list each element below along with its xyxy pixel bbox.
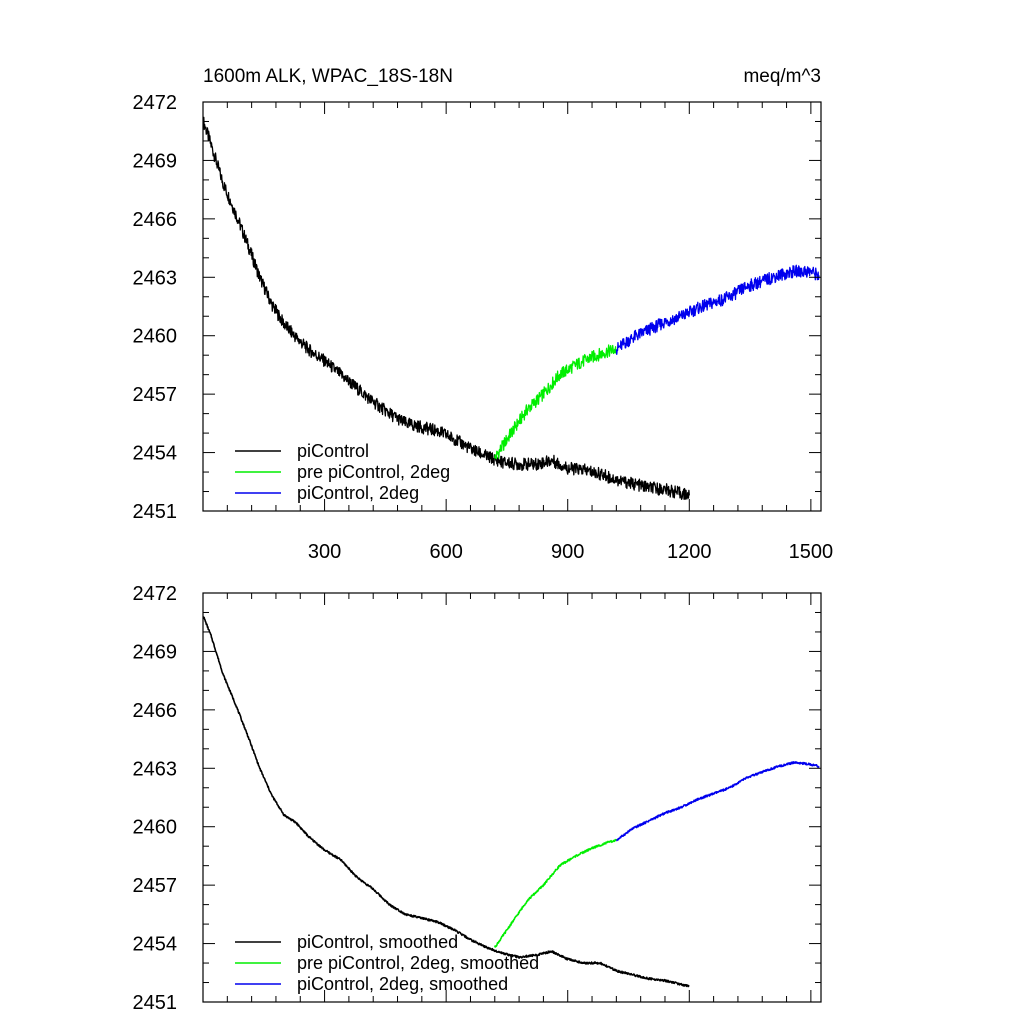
legend-label: pre piControl, 2deg <box>297 462 450 482</box>
x-tick-label: 900 <box>551 541 584 563</box>
series-line-1 <box>494 838 618 948</box>
series-line-2 <box>615 761 820 842</box>
y-tick-label: 2460 <box>133 326 178 348</box>
x-tick-label: 600 <box>429 541 462 563</box>
y-tick-label: 2454 <box>133 934 178 956</box>
series-line-0 <box>202 616 690 988</box>
series-layer <box>202 116 820 500</box>
y-tick-label: 2469 <box>133 150 178 172</box>
bottom-panel: 2451 2454 2457 2460 2463 2466 2469 2472 piContr… <box>133 583 822 1014</box>
tick-layer: 2451 2454 2457 2460 2463 2466 2469 2472 300 600 90… <box>133 92 834 563</box>
legend-label: piControl, 2deg, smoothed <box>297 974 508 994</box>
y-tick-label: 2463 <box>133 267 178 289</box>
units-label: meq/m^3 <box>743 66 821 87</box>
plot-frame <box>202 101 822 512</box>
tick-layer: 2451 2454 2457 2460 2463 2466 2469 2472 <box>133 583 821 1014</box>
y-tick-label: 2466 <box>133 209 178 231</box>
top-panel: 1600m ALK, WPAC_18S-18N meq/m^3 2451 2454… <box>133 66 834 563</box>
y-tick-label: 2451 <box>133 992 178 1014</box>
legend-label: piControl, 2deg <box>297 483 419 503</box>
y-tick-label: 2457 <box>133 875 178 897</box>
legend-label: pre piControl, 2deg, smoothed <box>297 953 539 973</box>
series-line-2 <box>615 264 820 356</box>
y-tick-label: 2457 <box>133 384 178 406</box>
series-line-0 <box>202 116 690 500</box>
x-tick-label: 1200 <box>667 541 712 563</box>
y-tick-label: 2463 <box>133 758 178 780</box>
series-line-1 <box>494 344 617 460</box>
y-tick-label: 2460 <box>133 817 178 839</box>
x-tick-label: 300 <box>308 541 341 563</box>
y-tick-label: 2472 <box>133 92 178 114</box>
axes-frame-layer <box>202 101 822 512</box>
series-layer <box>202 616 820 988</box>
plot-frame <box>202 592 822 1003</box>
chart-title: 1600m ALK, WPAC_18S-18N <box>203 66 453 87</box>
y-tick-label: 2472 <box>133 583 178 605</box>
y-tick-label: 2466 <box>133 700 178 722</box>
y-tick-label: 2469 <box>133 641 178 663</box>
y-tick-label: 2454 <box>133 443 178 465</box>
legend-label: piControl <box>297 441 369 461</box>
y-tick-label: 2451 <box>133 501 178 523</box>
x-tick-label: 1500 <box>789 541 834 563</box>
legend-label: piControl, smoothed <box>297 932 458 952</box>
axes-frame-layer <box>202 592 822 1003</box>
